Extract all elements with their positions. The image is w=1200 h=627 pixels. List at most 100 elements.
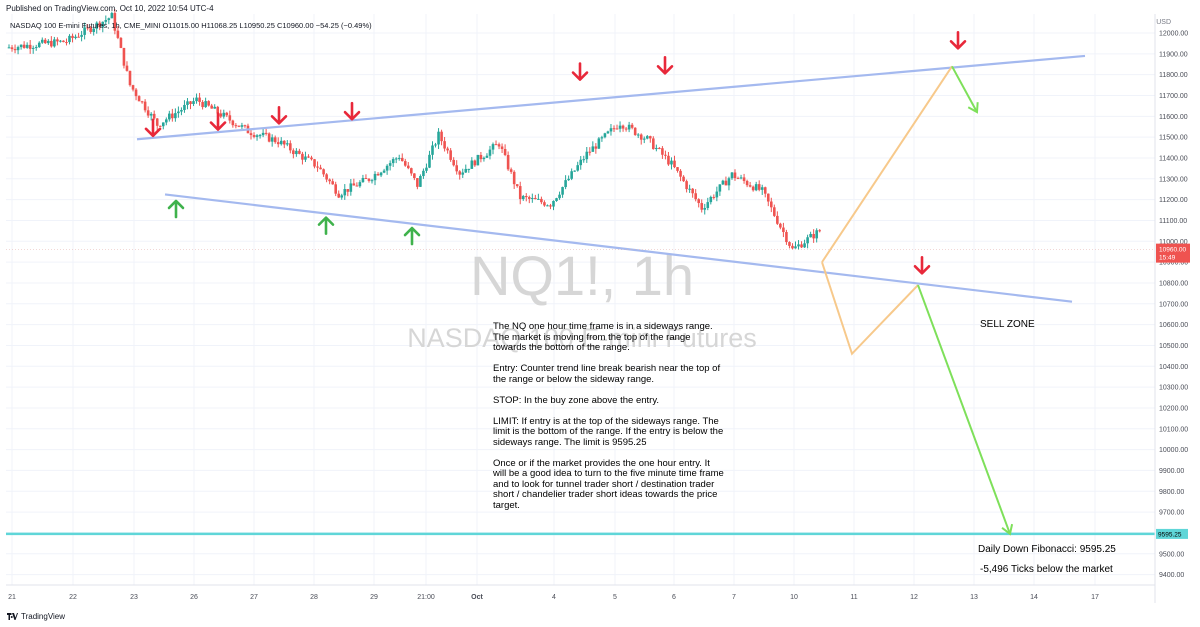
candle-up	[59, 40, 62, 42]
candle-up	[561, 187, 564, 195]
candle-down	[376, 173, 380, 176]
trendline-lower[interactable]	[164, 193, 1073, 303]
candle-up	[434, 144, 437, 146]
down-arrow-icon-head	[270, 115, 288, 125]
candle-down	[528, 197, 531, 199]
tradingview-brand[interactable]: TradingView	[7, 612, 65, 621]
tradingview-logo-icon	[7, 613, 18, 620]
candle-down	[355, 185, 359, 187]
candle-down	[137, 96, 141, 102]
price-tick-label: 11500.00	[1159, 135, 1188, 142]
candle-down	[146, 110, 150, 116]
candle-up	[797, 244, 800, 247]
candle-up	[806, 237, 809, 244]
candle-down	[325, 174, 328, 180]
down-arrow-icon-head	[571, 71, 589, 81]
candle-up	[174, 113, 177, 119]
candle-down	[473, 160, 477, 166]
candle-down	[56, 39, 59, 42]
price-tick-label: 10300.00	[1159, 385, 1188, 392]
price-tick-label: 11000.00	[1159, 239, 1188, 246]
candle-down	[410, 168, 413, 174]
projection-path-green[interactable]	[917, 284, 1011, 535]
candle-up	[261, 132, 265, 136]
candle-up	[358, 182, 362, 187]
candle-up	[476, 154, 480, 166]
candle-down	[334, 184, 337, 194]
candle-down	[301, 153, 304, 160]
candle-up	[270, 137, 274, 142]
candle-up	[180, 109, 183, 112]
down-arrow-icon	[913, 255, 931, 275]
projection-path-green[interactable]	[951, 65, 978, 113]
candle-down	[694, 193, 697, 200]
candle-up	[80, 34, 83, 37]
candle-up	[537, 198, 540, 200]
candle-down	[534, 197, 537, 200]
down-arrow-icon-head	[949, 40, 967, 50]
down-arrow-icon-head	[144, 127, 162, 138]
time-tick-label: Oct	[471, 594, 483, 601]
candle-up	[107, 18, 111, 21]
candle-down	[673, 160, 676, 168]
up-arrow-icon	[403, 226, 421, 246]
candle-up	[422, 170, 425, 177]
candle-up	[573, 170, 576, 172]
candle-up	[37, 42, 41, 48]
candle-down	[201, 101, 204, 108]
candle-up	[183, 104, 186, 110]
target-price-badge[interactable]	[1156, 528, 1188, 539]
candle-down	[791, 245, 794, 249]
up-arrow-icon	[317, 216, 335, 235]
price-tick-label: 10900.00	[1159, 260, 1188, 267]
price-tick-label: 9500.00	[1159, 551, 1184, 558]
candle-down	[407, 165, 410, 169]
time-tick-label: 7	[732, 594, 736, 601]
candle-down	[207, 101, 210, 106]
candle-up	[222, 112, 226, 117]
candle-down	[364, 177, 368, 179]
price-tick-label: 11100.00	[1159, 218, 1187, 225]
candle-down	[337, 193, 341, 198]
price-tick-label: 11600.00	[1159, 114, 1188, 121]
time-tick-label: 17	[1091, 594, 1099, 601]
trendline-upper[interactable]	[136, 54, 1086, 141]
candle-down	[449, 150, 452, 160]
candle-up	[7, 47, 11, 49]
candle-up	[110, 13, 114, 19]
candle-down	[331, 181, 334, 185]
symbol-legend[interactable]: NASDAQ 100 E-mini Futures, 1h, CME_MINI …	[10, 21, 372, 30]
candle-up	[286, 143, 289, 145]
candle-up	[431, 145, 434, 155]
candle-down	[171, 113, 174, 119]
projection-arrowhead	[967, 102, 979, 114]
down-arrow-icon	[949, 31, 967, 50]
candle-down	[594, 146, 598, 149]
candle-up	[74, 36, 77, 39]
candle-down	[652, 138, 655, 150]
up-arrow-icon-head	[317, 216, 335, 226]
time-tick-label: 6	[672, 594, 676, 601]
candle-up	[373, 173, 377, 181]
time-tick-label: 26	[190, 594, 198, 601]
candle-down	[518, 186, 522, 200]
projection-path-orange[interactable]	[821, 65, 953, 263]
candle-down	[785, 232, 788, 243]
analysis-note: The NQ one hour time frame is in a sidew…	[493, 321, 725, 522]
current-price-badge[interactable]	[1156, 243, 1190, 263]
candle-down	[128, 70, 132, 86]
candle-down	[497, 144, 501, 147]
candle-up	[47, 40, 50, 44]
candle-up	[279, 140, 283, 145]
candle-down	[13, 49, 17, 51]
candle-down	[751, 186, 755, 191]
candle-up	[488, 149, 492, 156]
currency-label: USD	[1156, 19, 1171, 26]
candle-down	[134, 89, 138, 97]
candle-down	[316, 166, 319, 168]
candle-down	[779, 223, 782, 228]
candle-down	[189, 101, 192, 104]
candle-down	[71, 35, 74, 39]
projection-path-orange[interactable]	[821, 261, 919, 356]
